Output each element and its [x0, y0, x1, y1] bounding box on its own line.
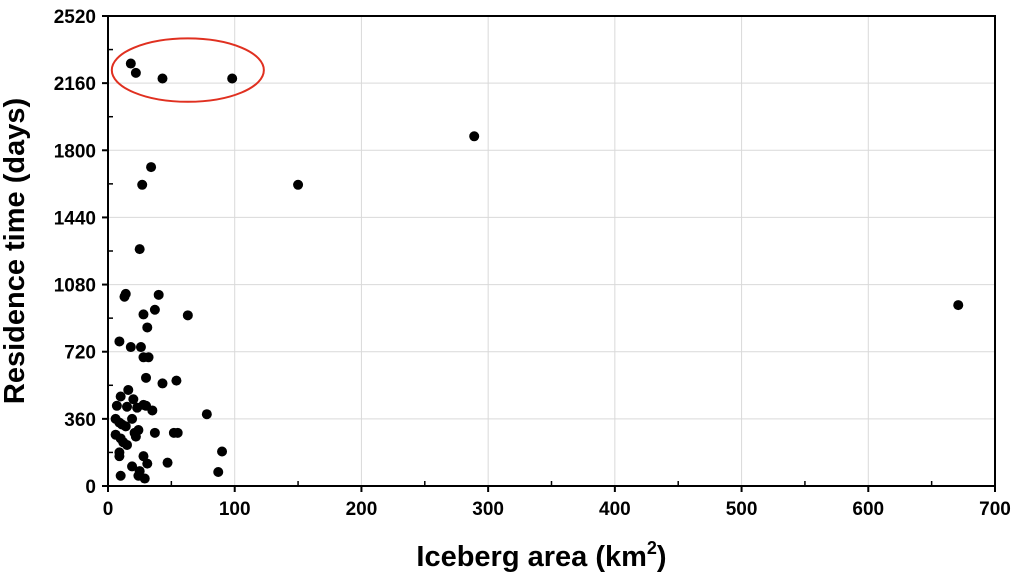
- data-point: [130, 67, 141, 78]
- y-tick-label: 0: [85, 477, 96, 498]
- data-point: [217, 446, 228, 457]
- tick-marks: [102, 15, 996, 492]
- data-point: [125, 342, 136, 353]
- x-axis-title-main: Iceberg area (km: [416, 541, 647, 573]
- highlight-ellipse: [110, 37, 265, 103]
- data-point: [130, 431, 141, 442]
- data-point: [146, 162, 157, 173]
- data-point: [114, 451, 125, 462]
- x-tick-label: 600: [852, 499, 884, 520]
- x-tick-label: 100: [219, 499, 251, 520]
- x-tick-label: 300: [472, 499, 504, 520]
- data-point: [157, 73, 168, 84]
- x-tick-label: 200: [346, 499, 378, 520]
- data-point: [120, 421, 131, 432]
- data-point: [147, 405, 158, 416]
- data-point: [122, 401, 133, 412]
- data-point: [123, 384, 134, 395]
- x-axis-title-suffix: ): [657, 541, 667, 573]
- x-tick-label: 500: [726, 499, 758, 520]
- x-tick-labels: 0 100 200 300 400 500 600 700: [103, 499, 1011, 520]
- data-point: [111, 400, 122, 411]
- data-point: [149, 427, 160, 438]
- data-point: [149, 304, 160, 315]
- data-point: [172, 427, 183, 438]
- data-point: [143, 352, 154, 363]
- grid-lines: [108, 16, 995, 486]
- data-point: [127, 413, 138, 424]
- plot-frame: [107, 15, 996, 487]
- data-point: [137, 179, 148, 190]
- x-tick-label: 400: [599, 499, 631, 520]
- data-point: [162, 457, 173, 468]
- y-tick-label: 720: [64, 343, 96, 364]
- x-axis-title-superscript: 2: [647, 538, 657, 558]
- data-points: [110, 58, 964, 484]
- data-point: [213, 467, 224, 478]
- x-tick-label: 700: [979, 499, 1011, 520]
- data-point: [171, 375, 182, 386]
- data-point: [115, 391, 126, 402]
- data-point: [201, 409, 212, 420]
- data-point: [157, 378, 168, 389]
- data-point: [293, 179, 304, 190]
- data-point: [122, 439, 133, 450]
- data-point: [135, 342, 146, 353]
- data-point: [182, 310, 193, 321]
- y-tick-label: 1800: [54, 141, 96, 162]
- x-tick-label: 0: [103, 499, 114, 520]
- data-point: [120, 288, 131, 299]
- data-point: [134, 244, 145, 255]
- data-point: [139, 473, 150, 484]
- data-point: [138, 451, 149, 462]
- data-point: [142, 322, 153, 333]
- data-point: [127, 461, 138, 472]
- y-tick-label: 360: [64, 410, 96, 431]
- data-point: [125, 58, 136, 69]
- data-point: [114, 336, 125, 347]
- data-point: [141, 372, 152, 383]
- data-point: [128, 394, 139, 405]
- y-tick-label: 1080: [54, 276, 96, 297]
- data-point: [142, 458, 153, 469]
- y-tick-labels: 0 360 720 1080 1440 1800 2160 2520: [54, 7, 96, 498]
- y-tick-label: 2520: [54, 7, 96, 28]
- data-point: [115, 470, 126, 481]
- data-point: [153, 289, 164, 300]
- y-axis-title: Residence time (days): [0, 98, 31, 404]
- x-axis-title: Iceberg area (km2): [416, 538, 666, 573]
- highlight-ellipse-layer: [110, 37, 265, 103]
- data-point: [953, 300, 964, 311]
- data-point: [227, 73, 238, 84]
- data-point: [469, 131, 480, 142]
- y-tick-label: 2160: [54, 74, 96, 95]
- data-point: [138, 309, 149, 320]
- y-tick-label: 1440: [54, 208, 96, 229]
